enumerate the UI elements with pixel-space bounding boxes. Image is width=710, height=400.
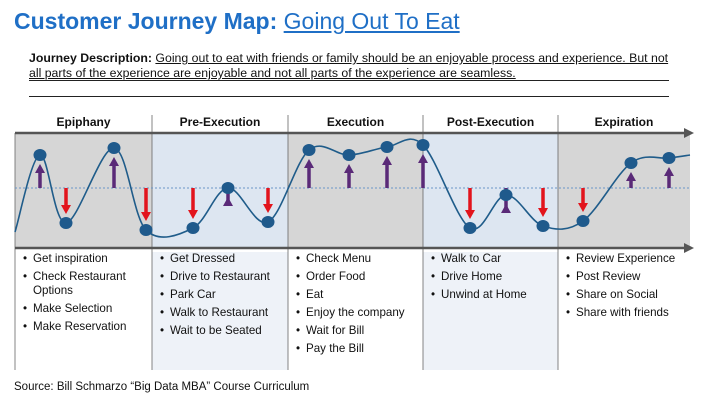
- phase-step: Park Car: [160, 288, 282, 302]
- experience-node: [624, 157, 638, 169]
- experience-node: [261, 216, 275, 228]
- experience-node: [463, 222, 477, 234]
- phase-step: Check Restaurant Options: [23, 270, 146, 298]
- phase-step: Share on Social: [566, 288, 684, 302]
- timeline-arrowhead: [684, 128, 694, 138]
- positive-arrow: [382, 156, 392, 188]
- phase-step: Make Selection: [23, 302, 146, 316]
- phase-steps-list: Walk to Car Drive Home Unwind at Home: [431, 252, 552, 306]
- negative-arrow: [465, 188, 475, 219]
- experience-node: [59, 217, 73, 229]
- positive-arrow: [35, 164, 45, 188]
- phase-steps-list: Review Experience Post Review Share on Soc…: [566, 252, 684, 324]
- positive-arrow: [664, 167, 674, 188]
- phase-label: Execution: [327, 115, 384, 129]
- phase-band-4: [558, 133, 690, 248]
- experience-node: [380, 141, 394, 153]
- title-subject-link[interactable]: Going Out To Eat: [283, 8, 460, 34]
- experience-node: [342, 149, 356, 161]
- page-title: Customer Journey Map: Going Out To Eat: [14, 8, 460, 35]
- experience-node: [302, 144, 316, 156]
- phase-step: Walk to Car: [431, 252, 552, 266]
- phase-steps-list: Get Dressed Drive to Restaurant Park Car Wa…: [160, 252, 282, 342]
- description-underline: [29, 80, 669, 81]
- experience-node: [107, 142, 121, 154]
- positive-arrow: [304, 159, 314, 188]
- negative-arrow: [141, 188, 151, 221]
- phase-step: Enjoy the company: [296, 306, 417, 320]
- description-label: Journey Description:: [29, 51, 152, 65]
- phase-step: Eat: [296, 288, 417, 302]
- positive-arrow: [109, 157, 119, 188]
- description-text: Going out to eat with friends or family …: [29, 51, 669, 80]
- source-citation: Source: Bill Schmarzo “Big Data MBA” Cou…: [14, 381, 310, 393]
- phase-step: Review Experience: [566, 252, 684, 266]
- phase-step: Get inspiration: [23, 252, 146, 266]
- phase-step: Unwind at Home: [431, 288, 552, 302]
- positive-arrow: [626, 172, 636, 188]
- negative-arrow: [263, 188, 273, 213]
- phase-step: Make Reservation: [23, 320, 146, 334]
- negative-arrow: [188, 188, 198, 219]
- phase-step: Get Dressed: [160, 252, 282, 266]
- phase-step: Share with friends: [566, 306, 684, 320]
- phase-steps-list: Get inspiration Check Restaurant Options M…: [23, 252, 146, 338]
- phase-step: Walk to Restaurant: [160, 306, 282, 320]
- phase-step: Drive Home: [431, 270, 552, 284]
- experience-node: [186, 222, 200, 234]
- phase-step: Check Menu: [296, 252, 417, 266]
- phase-label: Pre-Execution: [180, 115, 261, 129]
- phase-band-1: [152, 133, 288, 248]
- phase-step: Wait to be Seated: [160, 324, 282, 338]
- phase-steps-list: Check Menu Order Food Eat Enjoy the company…: [296, 252, 417, 360]
- negative-arrow: [578, 188, 588, 212]
- positive-arrow: [344, 164, 354, 188]
- negative-arrow: [538, 188, 548, 217]
- phase-band-3: [423, 133, 558, 248]
- experience-node: [221, 182, 235, 194]
- experience-node: [139, 224, 153, 236]
- experience-node: [33, 149, 47, 161]
- phase-step: Drive to Restaurant: [160, 270, 282, 284]
- negative-arrow: [61, 188, 71, 214]
- phase-label: Expiration: [595, 115, 654, 129]
- experience-node: [499, 189, 513, 201]
- experience-node: [662, 152, 676, 164]
- description-rule: [29, 96, 669, 97]
- journey-description: Journey Description: Going out to eat wi…: [29, 51, 669, 81]
- phase-step: Pay the Bill: [296, 342, 417, 356]
- phase-label: Epiphany: [56, 115, 110, 129]
- phase-step: Order Food: [296, 270, 417, 284]
- timeline-arrowhead: [684, 243, 694, 253]
- experience-node: [536, 220, 550, 232]
- experience-node: [416, 139, 430, 151]
- experience-node: [576, 215, 590, 227]
- phase-step: Wait for Bill: [296, 324, 417, 338]
- positive-arrow: [418, 154, 428, 188]
- phase-label: Post-Execution: [447, 115, 534, 129]
- phase-step: Post Review: [566, 270, 684, 284]
- title-text: Customer Journey Map:: [14, 8, 278, 34]
